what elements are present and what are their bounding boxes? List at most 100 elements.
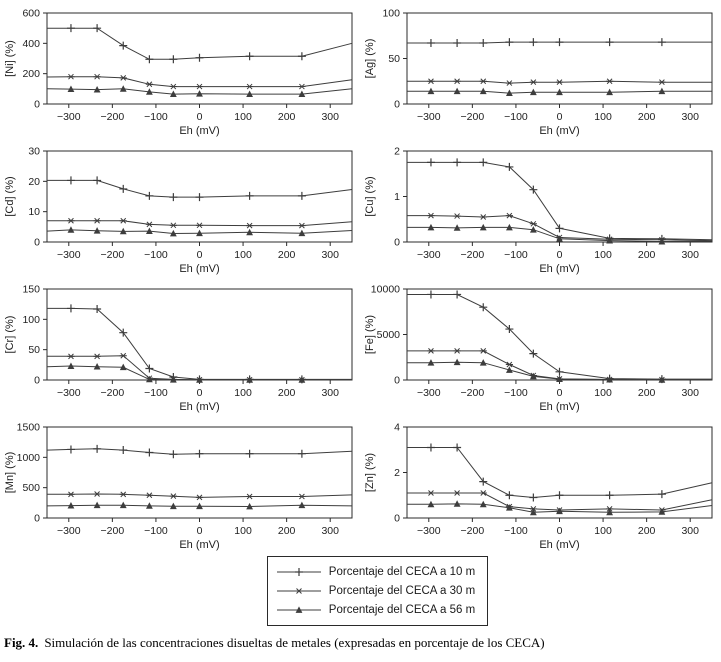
- y-tick-label: 0: [394, 99, 400, 111]
- asterisk-marker-icon: [479, 490, 487, 496]
- series-line: [46, 76, 353, 88]
- y-tick-label: 0: [394, 237, 400, 249]
- triangle-marker-icon: [427, 500, 435, 508]
- x-tick-label: −300: [57, 249, 81, 261]
- series-line: [47, 493, 353, 498]
- x-tick-label: 300: [681, 111, 699, 123]
- triangle-marker-icon: [93, 227, 101, 234]
- legend-label-30m: Porcentaje del CECA a 30 m: [328, 584, 476, 597]
- plus-marker-icon: [426, 443, 435, 452]
- asterisk-marker-icon: [195, 222, 204, 229]
- x-axis-label: Eh (mV): [179, 401, 219, 413]
- x-tick-label: −100: [504, 249, 528, 261]
- asterisk-marker-icon: [298, 83, 306, 90]
- plus-marker-icon: [169, 193, 178, 202]
- plus-marker-icon: [505, 162, 514, 171]
- asterisk-marker-icon: [453, 78, 461, 85]
- series-line: [407, 294, 712, 380]
- y-tick-label: 400: [22, 38, 40, 50]
- plus-marker-icon: [119, 41, 128, 50]
- series-line: [47, 179, 353, 198]
- asterisk-marker-icon: [93, 73, 101, 80]
- cr-line-chart: 0 50 100 150 −300 −200 −100 0 100 200 300 Eh (mV) [C…: [4, 284, 353, 413]
- plus-marker-icon: [529, 38, 538, 47]
- plus-marker-icon: [195, 193, 204, 202]
- triangle-marker-icon: [196, 229, 203, 237]
- triangle-marker-icon: [196, 376, 203, 383]
- series-line: [46, 448, 353, 455]
- x-tick-label: 300: [681, 249, 699, 261]
- triangle-marker-icon: [505, 504, 513, 511]
- asterisk-marker-icon: [298, 222, 306, 229]
- x-tick-label: 100: [594, 525, 612, 537]
- plus-marker-icon: [605, 38, 614, 47]
- x-tick-label: −300: [417, 249, 441, 261]
- y-tick-label: 500: [22, 482, 40, 494]
- triangle-marker-icon: [119, 363, 127, 371]
- plus-marker-icon: [93, 305, 102, 314]
- triangle-marker-icon: [119, 85, 127, 92]
- x-tick-label: −300: [417, 111, 441, 123]
- asterisk-marker-icon: [453, 213, 461, 219]
- x-tick-label: 100: [594, 387, 612, 399]
- asterisk-marker-icon: [246, 493, 254, 500]
- triangle-marker-icon: [145, 227, 153, 234]
- asterisk-marker-icon: [427, 490, 435, 496]
- plus-marker-icon: [479, 303, 488, 312]
- asterisk-marker-icon: [195, 494, 204, 501]
- x-axis-label: Eh (mV): [539, 125, 579, 137]
- series-line: [407, 361, 712, 381]
- plus-marker-icon: [119, 184, 128, 193]
- x-tick-label: 300: [681, 525, 699, 537]
- triangle-marker-icon: [453, 500, 461, 507]
- y-tick-label: 50: [28, 344, 40, 356]
- y-tick-label: 20: [28, 176, 40, 188]
- triangle-marker-icon: [196, 502, 203, 510]
- plus-marker-icon: [479, 158, 488, 167]
- plus-marker-icon: [657, 38, 666, 47]
- triangle-marker-icon: [505, 89, 513, 96]
- x-tick-label: 300: [681, 387, 699, 399]
- x-tick-label: −300: [57, 387, 81, 399]
- x-tick-label: 100: [234, 249, 252, 261]
- triangle-marker-icon: [169, 229, 177, 237]
- triangle-marker-icon: [479, 87, 487, 95]
- x-tick-label: −200: [461, 525, 485, 537]
- figure-caption-text: Simulación de las concentraciones disuel…: [44, 635, 545, 650]
- plus-marker-icon: [453, 290, 462, 299]
- asterisk-marker-icon: [555, 79, 564, 86]
- plus-marker-icon: [119, 328, 128, 337]
- plus-marker-icon: [245, 191, 254, 200]
- asterisk-marker-icon: [479, 348, 487, 354]
- plus-marker-icon: [297, 52, 306, 61]
- figure-caption: Fig. 4. Simulación de las concentraciones…: [4, 635, 721, 651]
- legend-label-10m: Porcentaje del CECA a 10 m: [328, 565, 476, 578]
- triangle-marker-icon: [67, 362, 75, 369]
- y-tick-label: 2: [394, 467, 400, 479]
- x-tick-label: 0: [557, 111, 563, 123]
- asterisk-marker-icon: [93, 491, 101, 497]
- asterisk-marker-icon: [169, 83, 177, 90]
- x-tick-label: 300: [321, 249, 339, 261]
- plus-marker-icon: [426, 290, 435, 299]
- y-tick-label: 1500: [17, 422, 41, 434]
- plus-marker-icon: [145, 55, 154, 64]
- y-tick-label: 10000: [371, 284, 400, 296]
- x-tick-label: 100: [594, 249, 612, 261]
- triangle-marker-icon: [453, 358, 461, 366]
- plus-marker-icon: [505, 491, 514, 500]
- asterisk-marker-icon: [145, 221, 153, 228]
- triangle-marker-icon: [606, 375, 614, 383]
- mn-line-chart: 0 500 1000 1500 −300 −200 −100 0 100 200 300 Eh (mV…: [4, 422, 353, 551]
- series-line: [407, 161, 713, 241]
- triangle-marker-icon: [529, 226, 537, 233]
- x-tick-label: −200: [101, 387, 125, 399]
- asterisk-marker-icon: [145, 492, 153, 499]
- x-tick-label: 300: [321, 525, 339, 537]
- plus-marker-icon: [529, 185, 538, 194]
- x-tick-label: 100: [234, 387, 252, 399]
- triangle-marker-icon: [295, 605, 303, 613]
- plus-marker-icon: [555, 38, 564, 47]
- legend-item-10m: Porcentaje del CECA a 10 m: [276, 562, 475, 581]
- asterisk-marker-icon: [119, 75, 127, 81]
